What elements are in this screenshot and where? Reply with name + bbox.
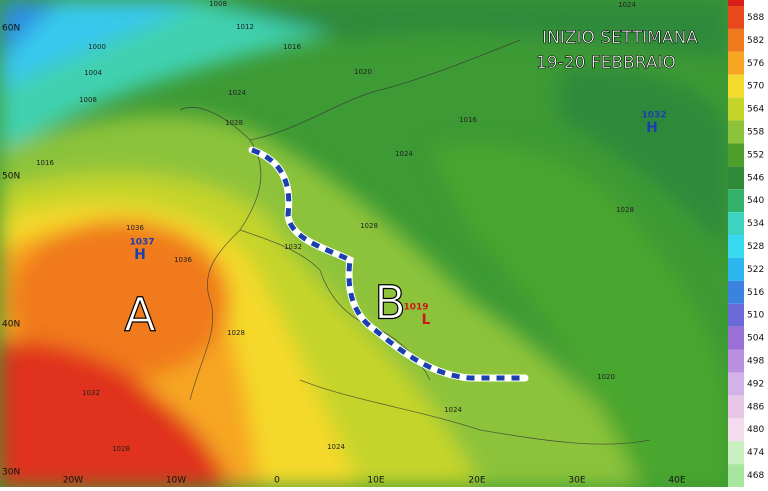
isobar-label: 1016 xyxy=(283,43,301,51)
isobar-label: 1032 xyxy=(284,243,302,251)
pressure-symbol: H xyxy=(134,247,146,263)
pressure-value: 1032 xyxy=(641,111,666,121)
colorbar-swatch xyxy=(728,51,744,75)
colorbar-label: 498 xyxy=(747,357,764,367)
isobar-label: 1032 xyxy=(82,389,100,397)
longitude-label: 40E xyxy=(668,476,685,486)
colorbar-label: 540 xyxy=(747,196,764,206)
colorbar-swatch xyxy=(728,6,744,29)
labels: 1008 1012 1016 1020 1000 1004 1008 1016 1024 1028… xyxy=(2,0,686,486)
colorbar-label: 534 xyxy=(747,219,764,229)
isobar-label: 1020 xyxy=(354,68,372,76)
map-fields xyxy=(0,0,728,488)
colorbar-swatch xyxy=(728,74,744,98)
colorbar-label: 474 xyxy=(747,448,764,458)
colorbar-label: 528 xyxy=(747,242,764,252)
colorbar: 588 582 576 570 564 558 552 546 540 534 528 522 516 5… xyxy=(728,0,768,487)
isobar-label: 1024 xyxy=(618,1,636,9)
colorbar-swatch xyxy=(728,235,744,258)
isobar-label: 1024 xyxy=(395,150,413,158)
system-letter: A xyxy=(124,288,156,342)
pressure-symbol: L xyxy=(422,312,431,328)
colorbar-swatch xyxy=(728,372,744,396)
colorbar-label: 582 xyxy=(747,36,764,46)
isobar-label: 1008 xyxy=(79,96,97,104)
colorbar-swatch xyxy=(728,441,744,465)
latitude-label: 50N xyxy=(2,172,20,182)
colorbar-swatch xyxy=(728,143,744,167)
colorbar-swatch xyxy=(728,257,744,281)
colorbar-swatch xyxy=(728,464,744,487)
colorbar-label: 570 xyxy=(747,82,764,92)
longitude-label: 0 xyxy=(274,476,280,486)
pressure-symbol: H xyxy=(646,120,658,136)
colorbar-swatch xyxy=(728,349,744,373)
longitude-label: 20W xyxy=(63,476,83,486)
colorbar-swatch xyxy=(728,166,744,190)
isobar-label: 1036 xyxy=(174,256,192,264)
isobar-label: 1028 xyxy=(616,206,634,214)
isobar-label: 1004 xyxy=(84,69,102,77)
system-letter: B xyxy=(374,276,406,330)
isobar-label: 1028 xyxy=(225,119,243,127)
isobar-label: 1028 xyxy=(360,222,378,230)
colorbar-swatch xyxy=(728,189,744,213)
colorbar-label: 516 xyxy=(747,288,764,298)
isobar-label: 1024 xyxy=(327,443,345,451)
colorbar-label: 564 xyxy=(747,105,764,115)
isobar-label: 1024 xyxy=(444,406,462,414)
colorbar-swatch xyxy=(728,120,744,144)
colorbar-label: 480 xyxy=(747,425,764,435)
coastlines xyxy=(179,39,651,445)
isobar-label: 1008 xyxy=(209,0,227,8)
colorbar-swatch xyxy=(728,280,744,304)
pressure-value: 1037 xyxy=(129,238,154,248)
trough-line xyxy=(248,146,529,382)
colorbar-label: 510 xyxy=(747,311,764,321)
colorbar-swatch xyxy=(728,326,744,350)
colorbar-label: 576 xyxy=(747,59,764,69)
longitude-label: 30E xyxy=(568,476,585,486)
colorbar-label: 546 xyxy=(747,173,764,183)
colorbar-swatch xyxy=(728,418,744,442)
isobar-label: 1012 xyxy=(236,23,254,31)
isobar-label: 1000 xyxy=(88,43,106,51)
latitude-label: 30N xyxy=(2,468,20,478)
isobar-label: 1020 xyxy=(597,373,615,381)
longitude-label: 10W xyxy=(166,476,186,486)
pressure-value: 1019 xyxy=(403,303,428,313)
isobar-label: 1016 xyxy=(36,159,54,167)
isobar-label: 1016 xyxy=(459,116,477,124)
colorbar-label: 486 xyxy=(747,402,764,412)
colorbar-label: 492 xyxy=(747,379,764,389)
colorbar-label: 558 xyxy=(747,127,764,137)
title-line1: INIZIO SETTIMANA xyxy=(542,28,698,48)
colorbar-label: 552 xyxy=(747,150,764,160)
colorbar-swatch xyxy=(728,28,744,52)
colorbar-label: 588 xyxy=(747,13,764,23)
longitude-label: 20E xyxy=(468,476,485,486)
isobar-label: 1028 xyxy=(227,329,245,337)
colorbar-swatch xyxy=(728,97,744,121)
title-line2: 19-20 FEBBRAIO xyxy=(536,53,676,73)
colorbar-swatch xyxy=(728,395,744,419)
colorbar-label: 468 xyxy=(747,471,764,481)
isobar-label: 1036 xyxy=(126,224,144,232)
longitude-label: 10E xyxy=(367,476,384,486)
isobar-label: 1024 xyxy=(228,89,246,97)
latitude-label: 60N xyxy=(2,24,20,34)
colorbar-swatch xyxy=(728,212,744,236)
colorbar-label: 522 xyxy=(747,265,764,275)
latitude-label: 40N xyxy=(2,320,20,330)
isobar-label: 1028 xyxy=(112,445,130,453)
colorbar-swatch xyxy=(728,303,744,327)
colorbar-label: 504 xyxy=(747,334,764,344)
